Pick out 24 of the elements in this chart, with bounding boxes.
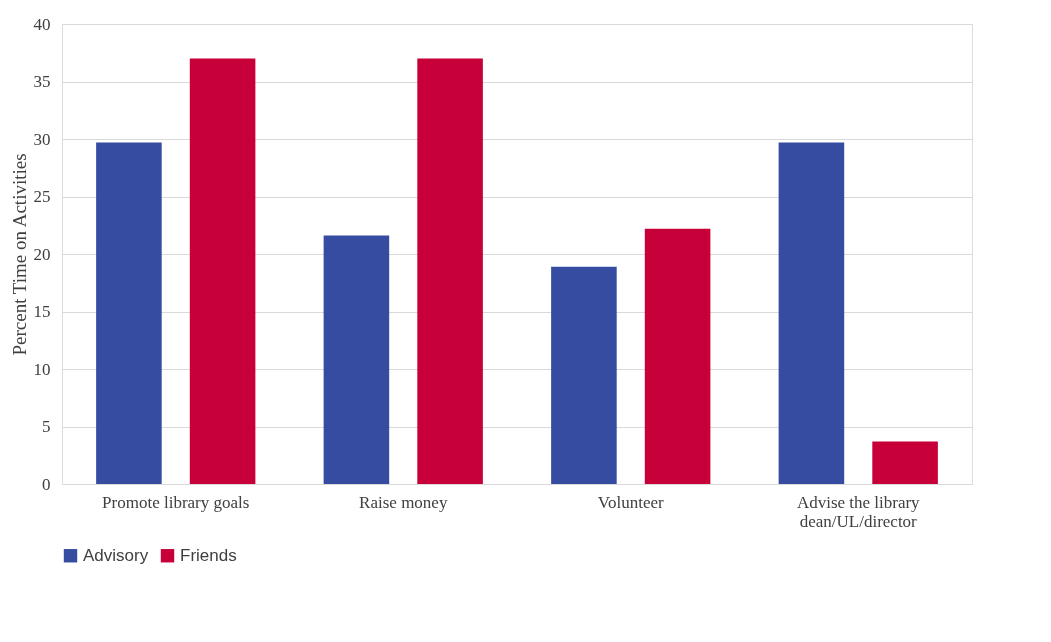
legend-label: Friends (180, 545, 237, 565)
y-tick-label: 15 (33, 302, 51, 321)
x-tick-label: Volunteer (597, 492, 664, 512)
bar (96, 142, 162, 484)
legend-label: Advisory (83, 545, 149, 565)
y-tick-label: 0 (42, 474, 51, 494)
x-tick-label: Promote library goals (102, 492, 250, 512)
y-tick-label: 40 (33, 14, 51, 34)
y-tick-label: 30 (33, 129, 51, 149)
x-tick-label: Advise the library dean/UL/director (796, 492, 921, 531)
y-tick-label: 35 (33, 72, 51, 91)
y-tick-label: 25 (33, 187, 51, 206)
x-tick-label: Raise money (359, 492, 448, 512)
bar (778, 142, 845, 484)
y-axis-title: Percent Time on Activities (8, 153, 30, 356)
y-tick-label: 10 (33, 359, 51, 379)
bar (644, 228, 711, 484)
bar (189, 58, 256, 484)
y-tick-label: 5 (42, 417, 51, 436)
bar (551, 266, 617, 484)
bar (417, 58, 483, 484)
y-tick-label: 20 (33, 244, 51, 264)
bar (323, 235, 390, 484)
bar (872, 441, 938, 484)
